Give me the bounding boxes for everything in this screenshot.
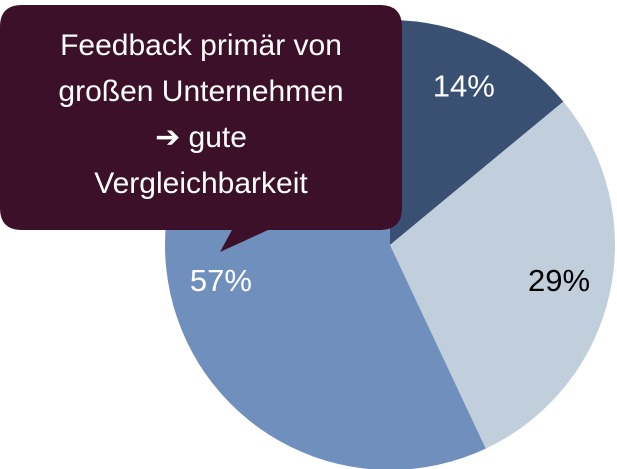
callout: Feedback primär von großen Unternehmen ➔ g… <box>0 5 402 252</box>
callout-box <box>0 5 402 252</box>
slice-label: 57% <box>190 263 252 298</box>
slice-label: 14% <box>433 68 495 103</box>
slice-labels: 14% 29% 57% <box>190 68 590 298</box>
callout-text: ➔ gute <box>155 121 247 154</box>
pie-slice <box>390 101 615 449</box>
pie-slice <box>390 20 564 245</box>
callout-text: Vergleichbarkeit <box>94 167 308 200</box>
slice-label: 29% <box>528 263 590 298</box>
callout-text: großen Unternehmen <box>58 75 343 108</box>
callout-text: Feedback primär von <box>60 29 342 62</box>
